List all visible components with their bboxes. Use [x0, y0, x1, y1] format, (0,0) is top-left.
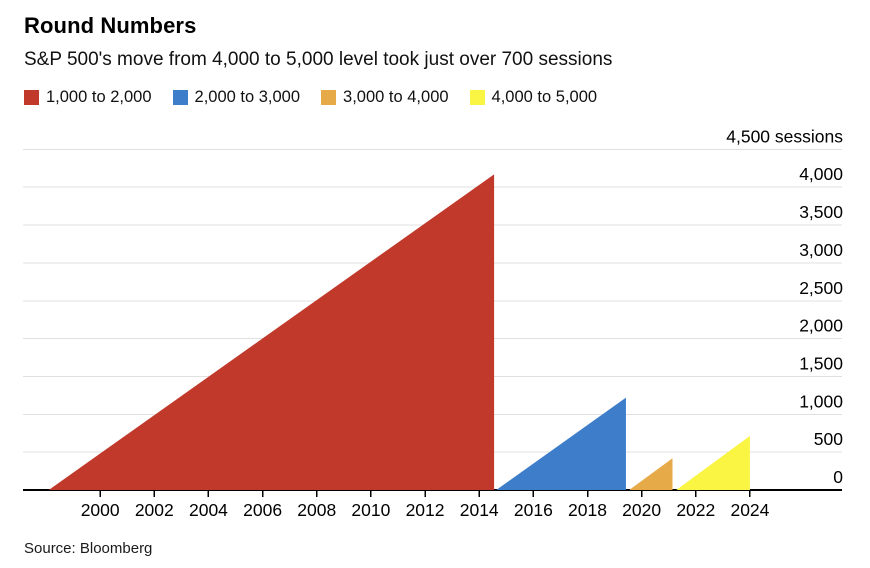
legend-swatch — [24, 90, 39, 105]
area-triangle — [629, 458, 673, 490]
y-tick-label: 4,500 sessions — [726, 126, 843, 146]
y-tick-label: 1,500 — [799, 353, 843, 373]
area-triangle — [496, 397, 626, 490]
legend-item-4: 4,000 to 5,000 — [469, 88, 598, 107]
legend-label: 4,000 to 5,000 — [491, 88, 598, 106]
y-tick-label: 2,500 — [799, 278, 843, 298]
y-tick-label: 4,000 — [799, 164, 843, 184]
x-tick-label: 2008 — [297, 500, 336, 520]
legend-item-2: 2,000 to 3,000 — [172, 88, 301, 107]
legend-swatch — [469, 90, 485, 105]
legend-label: 3,000 to 4,000 — [343, 88, 449, 106]
x-tick-label: 2018 — [568, 500, 607, 520]
area-triangle — [48, 174, 495, 490]
chart-canvas: 2000 2002 2004 2006 2008 2010 2012 2014 2016 2018… — [23, 126, 843, 520]
source-caption: Source: Bloomberg — [24, 540, 153, 557]
x-tick-label: 2024 — [730, 500, 769, 520]
legend-label: 1,000 to 2,000 — [46, 88, 152, 106]
x-tick-label: 2010 — [351, 500, 390, 520]
y-tick-label: 3,000 — [799, 240, 843, 260]
chart-title: Round Numbers — [24, 13, 197, 38]
y-tick-label: 2,000 — [799, 316, 843, 336]
x-tick-label: 2004 — [189, 500, 228, 520]
x-tick-label: 2006 — [243, 500, 282, 520]
legend-item-1: 1,000 to 2,000 — [24, 88, 152, 107]
y-tick-label: 500 — [814, 429, 843, 449]
x-tick-label: 2020 — [622, 500, 661, 520]
legend-swatch — [321, 90, 337, 105]
y-tick-label: 0 — [833, 467, 843, 487]
legend-label: 2,000 to 3,000 — [194, 88, 301, 106]
legend-item-3: 3,000 to 4,000 — [321, 88, 449, 107]
x-tick-label: 2016 — [514, 500, 553, 520]
y-tick-label: 1,000 — [799, 391, 843, 411]
y-tick-label: 3,500 — [799, 202, 843, 222]
chart-subtitle: S&P 500's move from 4,000 to 5,000 level… — [24, 49, 613, 70]
legend: 1,000 to 2,000 2,000 to 3,000 3,000 to 4,0… — [24, 88, 597, 107]
legend-swatch — [172, 90, 188, 105]
x-tick-label: 2012 — [406, 500, 445, 520]
x-tick-label: 2022 — [676, 500, 715, 520]
x-tick-label: 2014 — [460, 500, 499, 520]
area-triangle — [676, 435, 750, 490]
x-tick-label: 2002 — [135, 500, 174, 520]
x-tick-label: 2000 — [81, 500, 120, 520]
